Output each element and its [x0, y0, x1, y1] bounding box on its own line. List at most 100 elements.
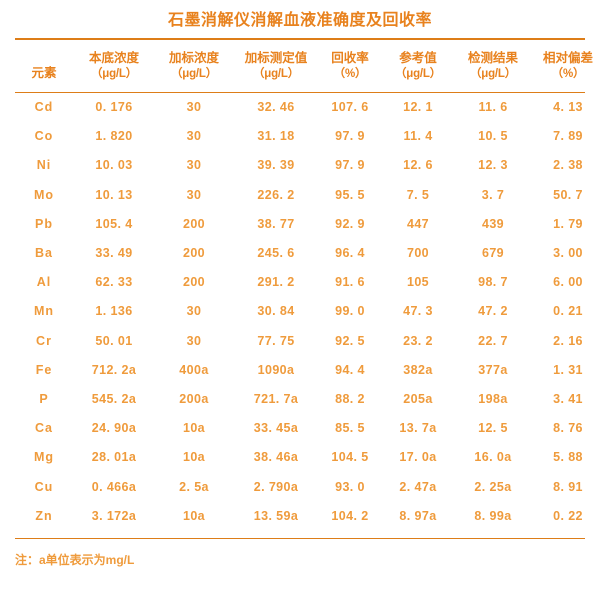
cell-recovery-rate: 91. 6 [335, 275, 365, 290]
cell-baseline-concentration: 62. 33 [95, 275, 133, 290]
cell-relative-deviation: 7. 89 [553, 129, 583, 144]
cell-baseline-concentration: 50. 01 [95, 333, 133, 348]
cell-relative-deviation: 8. 91 [553, 479, 583, 494]
cell-baseline-concentration: 33. 49 [95, 246, 133, 261]
cell-relative-deviation: 1. 79 [553, 216, 583, 231]
cell-reference-value: 23. 2 [403, 333, 433, 348]
cell-baseline-concentration: 28. 01a [91, 450, 137, 465]
cell-relative-deviation: 6. 00 [553, 275, 583, 290]
cell-detection-result: 2. 25a [474, 479, 512, 494]
cell-recovery-rate: 93. 0 [335, 479, 365, 494]
cell-element: Ni [36, 158, 52, 173]
table-row: Cu 0. 466a 2. 5a 2. 790a 93. 0 2. 47a 2. 25a 8.… [15, 473, 600, 502]
cell-spike-concentration: 30 [186, 129, 202, 144]
cell-reference-value: 12. 1 [403, 100, 433, 114]
table-row: Cr 50. 01 30 77. 75 92. 5 23. 2 22. 7 2. 16 [15, 327, 600, 356]
cell-recovery-rate: 97. 9 [335, 129, 365, 144]
cell-detection-result: 12. 5 [478, 421, 508, 436]
cell-spike-concentration: 30 [186, 158, 202, 173]
cell-recovery-rate: 95. 5 [335, 187, 365, 202]
cell-relative-deviation: 3. 00 [553, 246, 583, 261]
cell-spike-measured-value: 38. 46a [253, 450, 299, 465]
cell-relative-deviation: 2. 16 [553, 333, 583, 348]
cell-baseline-concentration: 24. 90a [91, 421, 137, 436]
cell-reference-value: 8. 97a [399, 508, 437, 523]
cell-detection-result: 679 [481, 246, 505, 261]
cell-baseline-concentration: 1. 136 [95, 304, 133, 319]
cell-relative-deviation: 4. 13 [553, 100, 583, 114]
cell-spike-concentration: 10a [182, 450, 206, 465]
cell-relative-deviation: 0. 22 [553, 508, 583, 523]
cell-recovery-rate: 99. 0 [335, 304, 365, 319]
table-row: P 545. 2a 200a 721. 7a 88. 2 205a 198a 3. 41 [15, 385, 600, 414]
cell-reference-value: 2. 47a [399, 479, 437, 494]
cell-detection-result: 11. 6 [478, 100, 508, 114]
cell-spike-measured-value: 77. 75 [257, 333, 295, 348]
cell-recovery-rate: 88. 2 [335, 392, 365, 407]
cell-detection-result: 3. 7 [481, 187, 505, 202]
table-row: Mn 1. 136 30 30. 84 99. 0 47. 3 47. 2 0. 21 [15, 297, 600, 326]
table-row: Ba 33. 49 200 245. 6 96. 4 700 679 3. 00 [15, 239, 600, 268]
cell-detection-result: 22. 7 [478, 333, 508, 348]
cell-baseline-concentration: 545. 2a [91, 392, 137, 407]
cell-spike-measured-value: 291. 2 [257, 275, 295, 290]
cell-element: Cu [34, 479, 54, 494]
cell-recovery-rate: 92. 9 [335, 216, 365, 231]
cell-detection-result: 12. 3 [478, 158, 508, 173]
cell-detection-result: 98. 7 [478, 275, 508, 290]
table-row: Ni 10. 03 30 39. 39 97. 9 12. 6 12. 3 2. 38 [15, 151, 600, 180]
table-footnote: 注：a单位表示为mg/L [15, 553, 135, 568]
cell-element: Mg [33, 450, 55, 465]
cell-spike-concentration: 30 [186, 100, 202, 114]
cell-baseline-concentration: 712. 2a [91, 362, 137, 377]
cell-element: Co [34, 129, 54, 144]
cell-spike-measured-value: 2. 790a [253, 479, 299, 494]
cell-spike-measured-value: 226. 2 [257, 187, 295, 202]
cell-detection-result: 377a [478, 362, 508, 377]
cell-recovery-rate: 107. 6 [331, 100, 369, 114]
cell-spike-measured-value: 721. 7a [253, 392, 299, 407]
cell-recovery-rate: 85. 5 [335, 421, 365, 436]
column-header-spike-measured-value: 加标测定值 （μg/L） [244, 51, 308, 80]
cell-recovery-rate: 104. 2 [331, 508, 369, 523]
cell-element: Ba [35, 246, 53, 261]
cell-spike-concentration: 30 [186, 187, 202, 202]
cell-detection-result: 10. 5 [478, 129, 508, 144]
cell-baseline-concentration: 10. 13 [95, 187, 133, 202]
cell-spike-measured-value: 13. 59a [253, 508, 299, 523]
cell-spike-measured-value: 39. 39 [257, 158, 295, 173]
column-header-detection-result: 检测结果 （μg/L） [467, 51, 518, 80]
cell-reference-value: 382a [403, 362, 433, 377]
column-header-element: 元素 [31, 66, 57, 80]
cell-reference-value: 11. 4 [403, 129, 433, 144]
cell-relative-deviation: 5. 88 [553, 450, 583, 465]
cell-reference-value: 17. 0a [399, 450, 437, 465]
rule-above-header [15, 38, 585, 40]
cell-spike-concentration: 2. 5a [179, 479, 209, 494]
cell-baseline-concentration: 10. 03 [95, 158, 133, 173]
cell-element: Mo [33, 187, 55, 202]
cell-recovery-rate: 97. 9 [335, 158, 365, 173]
accuracy-recovery-table: 元素 本底浓度 （μg/L） 加标浓度 （μg/L） 加标测定值 （μg/L） … [15, 40, 600, 92]
cell-baseline-concentration: 0. 466a [91, 479, 137, 494]
page-title: 石墨消解仪消解血液准确度及回收率 [167, 12, 432, 29]
cell-spike-concentration: 30 [186, 304, 202, 319]
column-header-relative-deviation: 相对偏差 （%） [542, 51, 593, 80]
cell-relative-deviation: 2. 38 [553, 158, 583, 173]
cell-reference-value: 47. 3 [403, 304, 433, 319]
cell-spike-concentration: 10a [182, 421, 206, 436]
cell-recovery-rate: 96. 4 [335, 246, 365, 261]
cell-recovery-rate: 94. 4 [335, 362, 365, 377]
cell-detection-result: 16. 0a [474, 450, 512, 465]
column-header-recovery-rate: 回收率 （%） [331, 51, 369, 80]
cell-element: Zn [35, 508, 53, 523]
cell-reference-value: 700 [406, 246, 430, 261]
table-row: Ca 24. 90a 10a 33. 45a 85. 5 13. 7a 12. 5 8. 76 [15, 414, 600, 443]
cell-baseline-concentration: 3. 172a [91, 508, 137, 523]
cell-reference-value: 105 [406, 275, 430, 290]
cell-detection-result: 47. 2 [478, 304, 508, 319]
cell-spike-measured-value: 31. 18 [257, 129, 295, 144]
cell-baseline-concentration: 1. 820 [95, 129, 133, 144]
table-row: Pb 105. 4 200 38. 77 92. 9 447 439 1. 79 [15, 210, 600, 239]
cell-element: Cd [34, 100, 54, 114]
